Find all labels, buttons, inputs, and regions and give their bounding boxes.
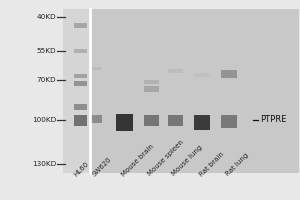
Text: Mouse spleen: Mouse spleen [147, 139, 185, 177]
Bar [194, 73, 211, 77]
Text: Mouse lung: Mouse lung [171, 145, 204, 177]
Bar [90, 115, 102, 123]
Text: Mouse brain: Mouse brain [120, 143, 155, 177]
Bar [144, 115, 159, 126]
Bar [144, 80, 159, 84]
Text: 70KD: 70KD [36, 77, 56, 83]
Bar [63, 9, 90, 173]
Text: Rat lung: Rat lung [225, 153, 250, 177]
Bar [74, 74, 87, 78]
Text: SW620: SW620 [91, 156, 112, 177]
Bar [221, 115, 237, 128]
Bar [74, 23, 87, 28]
Bar [74, 81, 87, 86]
Bar [221, 70, 237, 78]
Text: PTPRE: PTPRE [260, 115, 287, 124]
Bar [116, 114, 133, 131]
Bar [74, 115, 87, 126]
Bar [90, 67, 102, 70]
Bar [144, 86, 159, 92]
Bar [74, 104, 87, 110]
Text: HL60: HL60 [73, 160, 90, 177]
Bar [90, 9, 299, 173]
Bar [168, 115, 183, 126]
Bar [74, 49, 87, 53]
Text: 100KD: 100KD [32, 117, 56, 123]
Text: Rat brain: Rat brain [198, 151, 225, 177]
Bar [194, 115, 211, 130]
Text: 130KD: 130KD [32, 161, 56, 167]
Text: 55KD: 55KD [36, 48, 56, 54]
Text: 40KD: 40KD [36, 14, 56, 20]
Bar [168, 69, 183, 73]
